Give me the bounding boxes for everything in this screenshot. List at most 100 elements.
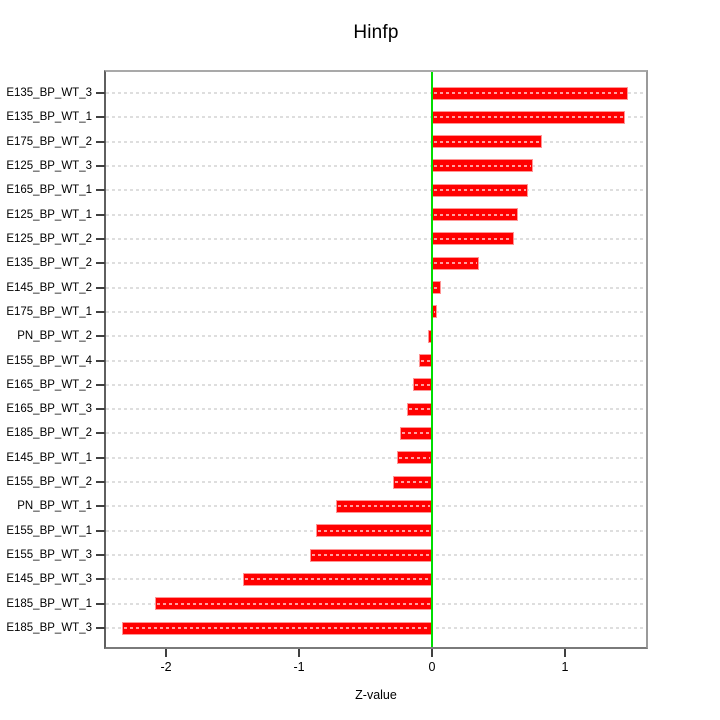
bar-E155_BP_WT_3 [309,548,432,562]
y-axis-label: PN_BP_WT_2 [17,330,92,343]
x-axis-tick-label: -2 [160,660,172,674]
gridline [106,237,646,240]
chart-title: Hinfp [353,22,399,43]
y-axis-tick [96,262,105,265]
y-axis-label: E185_BP_WT_2 [6,427,92,440]
bar-dash-pattern [245,578,430,581]
bar-E165_BP_WT_2 [413,378,432,392]
x-axis-tick-label: 1 [561,660,569,674]
bar-E125_BP_WT_2 [432,232,515,246]
y-axis-tick [96,383,105,386]
y-axis-tick [96,140,105,143]
bar-E125_BP_WT_3 [432,159,534,173]
x-axis-tick [298,649,300,657]
bar-dash-pattern [311,554,430,557]
bar-dash-pattern [402,432,430,435]
bar-E185_BP_WT_3 [122,621,432,635]
y-axis-tick [96,456,105,459]
bar-E145_BP_WT_3 [243,572,432,586]
y-axis-label: E155_BP_WT_1 [6,524,92,537]
x-axis-tick [564,649,566,657]
x-axis-tick-label: 0 [428,660,436,674]
y-axis-tick [96,627,105,630]
gridline [106,116,646,119]
y-axis-label: E175_BP_WT_2 [6,135,92,148]
y-axis-label: E125_BP_WT_2 [6,232,92,245]
bar-E155_BP_WT_4 [418,354,432,368]
gridline [106,383,646,386]
y-axis-tick [96,578,105,581]
bar-PN_BP_WT_1 [336,499,432,513]
bar-dash-pattern [157,602,430,605]
bar-dash-pattern [434,164,532,167]
x-axis-tick [165,649,167,657]
y-axis-tick [96,116,105,119]
gridline [106,432,646,435]
y-axis-label: E145_BP_WT_1 [6,451,92,464]
y-axis-label: E165_BP_WT_2 [6,378,92,391]
y-axis-label: E165_BP_WT_1 [6,184,92,197]
y-axis-tick [96,432,105,435]
gridline [106,164,646,167]
bar-dash-pattern [434,237,513,240]
y-axis-tick [96,481,105,484]
bar-dash-pattern [124,627,430,630]
y-axis-label: E185_BP_WT_1 [6,597,92,610]
bar-E125_BP_WT_1 [432,208,519,222]
bar-E185_BP_WT_1 [155,597,432,611]
y-axis-tick [96,237,105,240]
bar-dash-pattern [395,481,430,484]
bar-dash-pattern [408,408,430,411]
bar-dash-pattern [338,505,430,508]
bar-E155_BP_WT_2 [393,475,432,489]
zero-reference-line [431,72,433,647]
y-axis-label: E155_BP_WT_4 [6,354,92,367]
bar-E135_BP_WT_1 [432,110,625,124]
gridline [106,262,646,265]
y-axis-tick [96,602,105,605]
y-axis-tick [96,286,105,289]
bar-E165_BP_WT_3 [406,402,432,416]
bar-dash-pattern [399,456,430,459]
bar-dash-pattern [434,92,626,94]
bar-dash-pattern [415,383,430,386]
bar-E165_BP_WT_1 [432,183,528,197]
bar-dash-pattern [434,286,440,289]
gridline [106,92,646,94]
gridline [106,213,646,216]
y-axis-label: E135_BP_WT_2 [6,257,92,270]
bar-E135_BP_WT_3 [432,86,628,100]
y-axis-tick [96,310,105,313]
gridline [106,359,646,362]
y-axis-tick [96,554,105,557]
y-axis-tick [96,529,105,532]
y-axis-label: E125_BP_WT_1 [6,208,92,221]
bar-dash-pattern [434,310,436,313]
gridline [106,286,646,289]
bar-dash-pattern [434,140,541,143]
gridline [106,335,646,338]
bar-E175_BP_WT_2 [432,135,543,149]
gridline [106,481,646,484]
x-axis-tick-label: -1 [293,660,305,674]
y-axis-label: E135_BP_WT_1 [6,111,92,124]
y-axis-label: E155_BP_WT_3 [6,549,92,562]
x-axis-title: Z-value [355,688,397,702]
bar-E145_BP_WT_1 [397,451,432,465]
y-axis-label: E125_BP_WT_3 [6,159,92,172]
y-axis-tick [96,359,105,362]
gridline [106,310,646,313]
y-axis-tick [96,408,105,411]
bar-dash-pattern [434,262,477,265]
bar-dash-pattern [318,529,430,532]
y-axis-label: E155_BP_WT_2 [6,476,92,489]
y-axis-label: E175_BP_WT_1 [6,305,92,318]
y-axis-tick [96,164,105,167]
bar-dash-pattern [420,359,430,362]
plot-area [104,70,648,649]
gridline [106,189,646,192]
gridline [106,140,646,143]
bar-dash-pattern [434,189,526,192]
y-axis-tick [96,505,105,508]
